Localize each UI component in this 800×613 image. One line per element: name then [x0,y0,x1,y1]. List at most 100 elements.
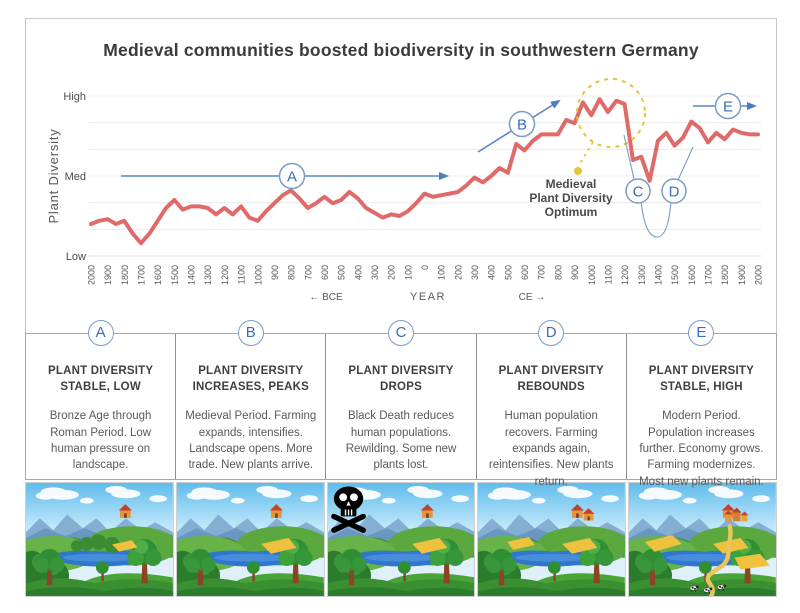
chart-badge-a [278,162,306,190]
svg-text:1700: 1700 [137,265,147,285]
panel-b-badge: B [237,320,264,346]
field-icon [734,553,771,570]
svg-text:1500: 1500 [170,265,180,285]
svg-text:700: 700 [303,265,313,280]
panel-e-letter: E [696,324,707,341]
panel-e: E PLANT DIVERSITY STABLE, HIGH Modern Pe… [627,320,776,488]
callout-d-leader [677,146,694,181]
optimum-label-line3: Optimum [545,205,598,219]
scene-d [477,482,627,597]
landscape-illustration-e [629,483,776,596]
panel-d-body: Human population recovers. Farming expan… [488,410,614,488]
illustration-strip [25,482,777,597]
chart-letter-c: C [633,183,644,200]
chart-badge-d [661,178,687,204]
svg-text:400: 400 [487,265,497,280]
callout-cd-bracket [640,200,672,238]
x-axis-ticks: 2000 1900 1800 1700 1600 1500 1400 1300 1200 1100… [87,265,764,285]
chart-letter-e: E [723,98,733,115]
panel-e-heading: PLANT DIVERSITY STABLE, HIGH [648,365,755,394]
landscape-illustration-d [478,483,625,596]
svg-text:1900: 1900 [737,265,747,285]
svg-text:2000: 2000 [87,265,97,285]
scene-a [25,482,174,597]
panel-c: C PLANT DIVERSITY DROPS Black Death redu… [326,320,477,479]
chart-letter-a: A [287,168,297,185]
svg-text:1000: 1000 [587,265,597,285]
svg-text:200: 200 [387,265,397,280]
panel-b: B PLANT DIVERSITY INCREASES, PEAKS Medie… [176,320,327,479]
svg-text:1100: 1100 [237,265,247,284]
optimum-dashed-circle-icon [576,78,646,148]
optimum-label-line1: Medieval [546,177,597,191]
infographic: Medieval communities boosted biodiversit… [25,18,777,597]
panel-b-letter: B [245,324,256,341]
panel-d-badge: D [538,320,565,346]
svg-text:200: 200 [453,265,463,280]
chart-badge-e [714,92,742,120]
svg-text:1300: 1300 [203,265,213,285]
chart-area: Medieval communities boosted biodiversit… [25,18,777,333]
scene-e [628,482,777,597]
panel-a-badge: A [87,320,114,346]
winding-road-icon [705,524,733,596]
plant-diversity-line-chart: High Med Low Plant Diversity Medieval Pl… [46,78,764,303]
diversity-curve [89,97,760,246]
svg-text:500: 500 [503,265,513,280]
svg-text:100: 100 [403,265,413,280]
chart-badge-b [508,110,536,138]
page-title: Medieval communities boosted biodiversit… [103,40,699,60]
dense-forest-icon [71,534,120,553]
town-icon [724,507,749,522]
svg-text:1400: 1400 [653,265,663,285]
svg-text:1800: 1800 [720,265,730,285]
svg-text:900: 900 [270,265,280,280]
field-icon [644,535,683,552]
svg-text:0: 0 [420,265,430,270]
panel-b-heading: PLANT DIVERSITY INCREASES, PEAKS [192,365,309,394]
panel-a-body: Bronze Age through Roman Period. Low hum… [49,410,152,472]
panel-e-body: Modern Period. Population increases furt… [639,410,764,488]
svg-text:1200: 1200 [620,265,630,285]
legend-panels: A PLANT DIVERSITY STABLE, LOW Bronze Age… [25,320,777,488]
svg-text:1100: 1100 [603,265,613,284]
field-icon [507,537,536,550]
svg-text:1300: 1300 [637,265,647,285]
panel-a: A PLANT DIVERSITY STABLE, LOW Bronze Age… [26,320,177,479]
panel-c-letter: C [395,324,407,341]
svg-text:1600: 1600 [687,265,697,285]
optimum-label-line2: Plant Diversity [529,191,613,205]
svg-text:300: 300 [370,265,380,280]
landscape-illustration-b [177,483,324,596]
svg-text:2000: 2000 [754,265,764,285]
scene-c [326,482,476,597]
ce-axis-note: CE → [519,292,546,303]
svg-text:1900: 1900 [103,265,113,285]
svg-text:800: 800 [287,265,297,280]
bce-axis-note: ← BCE [309,292,343,303]
svg-text:500: 500 [337,265,347,280]
landscape-illustration-a [26,483,173,596]
svg-text:1400: 1400 [187,265,197,285]
svg-text:600: 600 [520,265,530,280]
svg-text:600: 600 [320,265,330,280]
svg-text:1200: 1200 [220,265,230,285]
svg-text:1000: 1000 [253,265,263,285]
svg-text:1800: 1800 [120,265,130,285]
svg-text:100: 100 [437,265,447,280]
optimum-leader-line [578,141,594,166]
y-tick-low: Low [66,251,86,263]
svg-text:1600: 1600 [153,265,163,285]
callout-c-leader [623,134,635,180]
svg-text:1500: 1500 [670,265,680,285]
optimum-dot-icon [574,167,582,175]
y-tick-high: High [63,91,86,103]
y-tick-med: Med [65,171,86,183]
x-axis-label: YEAR [410,291,446,303]
svg-text:400: 400 [353,265,363,280]
svg-text:800: 800 [553,265,563,280]
landscape-illustration-c [328,483,475,596]
panel-d-letter: D [545,324,557,341]
panel-d-heading: PLANT DIVERSITY REBOUNDS [498,365,604,394]
chart-letter-b: B [517,116,527,133]
